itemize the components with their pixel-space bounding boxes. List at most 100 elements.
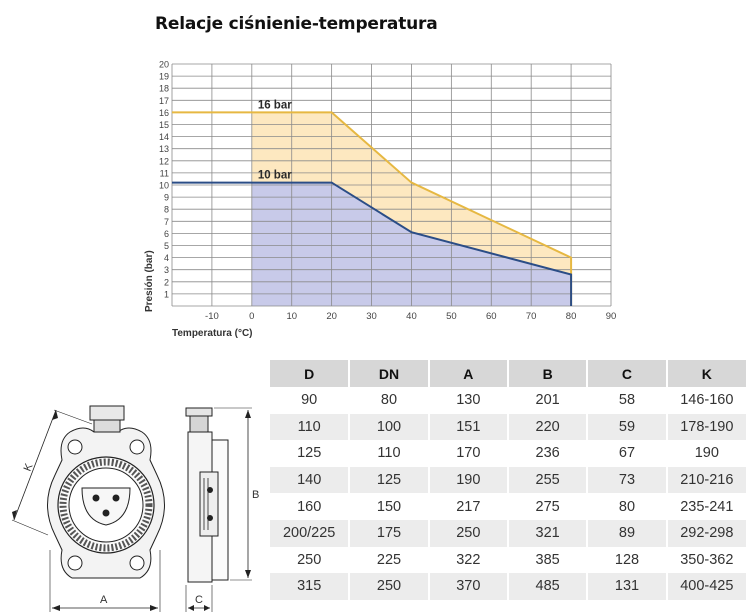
y-tick-label: 14 — [159, 132, 169, 142]
table-row: 315 250 370 485 131 400-425 — [270, 573, 746, 600]
pressure-temperature-chart: -10 0 10 20 30 40 50 60 70 80 90123456789101112131… — [144, 60, 616, 340]
y-tick-label: 8 — [164, 205, 169, 215]
x-tick-label: 0 — [249, 311, 254, 322]
table-cell: 131 — [586, 573, 667, 600]
y-tick-label: 6 — [164, 229, 169, 239]
table-row: 110 100 151 220 59 178-190 — [270, 413, 746, 441]
table-row: 90 80 130 201 58 146-160 — [270, 387, 746, 414]
table-cell: 250 — [427, 519, 508, 547]
table-header-row: D DN A B C K — [270, 360, 746, 387]
dimension-label-c: C — [195, 594, 203, 606]
y-tick-label: 13 — [159, 144, 169, 154]
x-tick-label: 40 — [406, 311, 417, 322]
x-tick-label: -10 — [205, 311, 219, 322]
table-cell: 485 — [506, 573, 588, 600]
x-tick-label: 60 — [486, 311, 497, 322]
table-cell: 217 — [427, 493, 508, 520]
valve-front-view — [11, 405, 165, 612]
table-cell: 190 — [427, 466, 508, 494]
table-cell: 59 — [586, 413, 667, 441]
table-cell: 201 — [506, 387, 588, 414]
table-cell: 160 — [270, 493, 350, 520]
table-cell: 190 — [665, 440, 746, 467]
table-cell: 90 — [270, 387, 350, 414]
series-line-2 — [172, 181, 573, 306]
x-tick-label: 20 — [326, 311, 337, 322]
table-cell: 80 — [348, 387, 429, 414]
y-tick-label: 2 — [164, 277, 169, 287]
column-header-d: D — [270, 360, 350, 387]
valve-side-view — [185, 407, 252, 612]
dimensions-table: D DN A B C K 90 80 130 201 58 146-160 110 100 151 220 5… — [270, 360, 746, 600]
y-tick-label: 11 — [160, 168, 169, 178]
table-cell: 146-160 — [665, 387, 746, 414]
series-label-1: 16 bar — [258, 99, 292, 111]
x-tick-label: 10 — [286, 311, 297, 322]
column-header-k: K — [665, 360, 746, 387]
x-tick-label: 80 — [566, 311, 577, 322]
table-cell: 178-190 — [665, 413, 746, 441]
table-row: 160 150 217 275 80 235-241 — [270, 493, 746, 520]
table-cell: 125 — [270, 440, 350, 467]
table-cell: 125 — [348, 466, 429, 494]
column-header-b: B — [506, 360, 588, 387]
table-row: 250 225 322 385 128 350-362 — [270, 546, 746, 574]
table-cell: 275 — [506, 493, 588, 520]
y-tick-label: 18 — [159, 84, 169, 94]
dimension-label-a: A — [100, 594, 108, 606]
table-cell: 80 — [586, 493, 667, 520]
y-tick-label: 5 — [164, 241, 169, 251]
y-tick-label: 17 — [159, 96, 169, 106]
table-cell: 73 — [586, 466, 667, 494]
y-tick-label: 4 — [164, 253, 169, 263]
table-cell: 322 — [427, 546, 508, 574]
table-cell: 200/225 — [270, 519, 350, 547]
x-tick-label: 50 — [446, 311, 457, 322]
y-tick-label: 16 — [159, 108, 169, 118]
table-cell: 292-298 — [665, 519, 746, 547]
table-cell: 225 — [348, 546, 429, 574]
series-label-2: 10 bar — [258, 170, 292, 182]
table-cell: 210-216 — [665, 466, 746, 494]
table-cell: 67 — [586, 440, 667, 467]
table-cell: 236 — [506, 440, 588, 467]
table-cell: 250 — [348, 573, 429, 600]
table-cell: 255 — [506, 466, 588, 494]
table-cell: 321 — [506, 519, 588, 547]
table-cell: 151 — [427, 413, 508, 441]
x-axis-title: Temperatura (°C) — [172, 328, 253, 339]
table-cell: 100 — [348, 413, 429, 441]
page-title: Relacje ciśnienie-temperatura — [155, 14, 438, 34]
table-cell: 170 — [427, 440, 508, 467]
table-cell: 385 — [506, 546, 588, 574]
table-cell: 110 — [270, 413, 350, 441]
column-header-dn: DN — [348, 360, 429, 387]
table-cell: 315 — [270, 573, 350, 600]
table-cell: 400-425 — [665, 573, 746, 600]
table-cell: 140 — [270, 466, 350, 494]
table-cell: 128 — [586, 546, 667, 574]
table-cell: 250 — [270, 546, 350, 574]
x-tick-label: 70 — [526, 311, 537, 322]
table-cell: 150 — [348, 493, 429, 520]
column-header-a: A — [427, 360, 508, 387]
y-tick-label: 3 — [164, 265, 169, 275]
y-tick-label: 15 — [159, 120, 169, 130]
table-row: 140 125 190 255 73 210-216 — [270, 466, 746, 494]
y-tick-label: 7 — [164, 217, 169, 227]
y-tick-label: 9 — [164, 193, 169, 203]
dimension-label-b: B — [252, 489, 259, 501]
y-tick-label: 10 — [159, 181, 169, 191]
column-header-c: C — [586, 360, 667, 387]
dimension-label-k: K — [22, 461, 36, 473]
table-cell: 175 — [348, 519, 429, 547]
table-cell: 130 — [427, 387, 508, 414]
table-cell: 110 — [348, 440, 429, 467]
table-cell: 235-241 — [665, 493, 746, 520]
valve-dimension-drawings: K A B C — [11, 405, 259, 612]
y-tick-label: 20 — [159, 60, 169, 70]
y-tick-label: 1 — [164, 289, 169, 299]
table-cell: 58 — [586, 387, 667, 414]
table-cell: 350-362 — [665, 546, 746, 574]
y-tick-label: 12 — [159, 156, 169, 166]
